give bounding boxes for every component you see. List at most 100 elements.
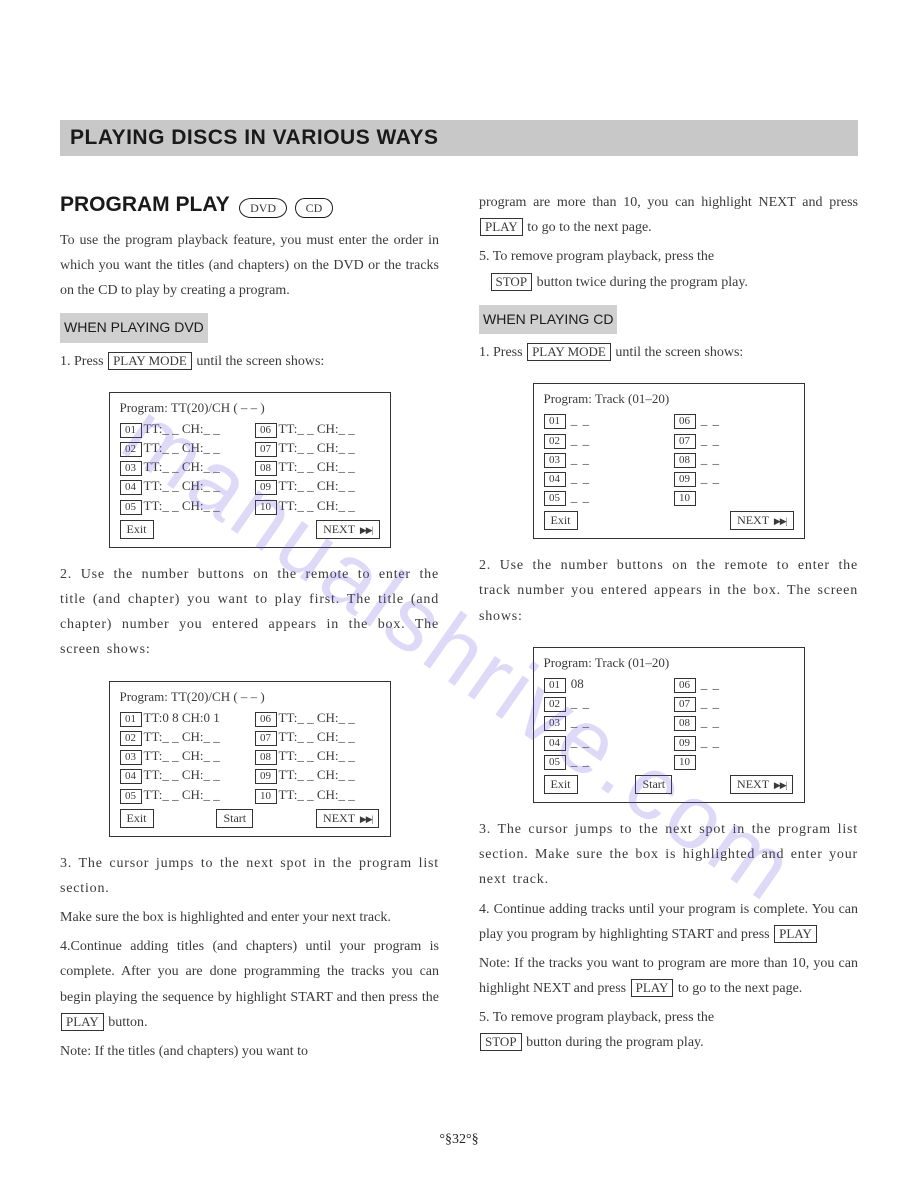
play-key: PLAY	[480, 218, 523, 236]
step-3b-dvd: Make sure the box is highlighted and ent…	[60, 905, 439, 930]
cell: 09	[674, 736, 696, 751]
sub-heading-cd: WHEN PLAYING CD	[479, 305, 617, 334]
stop-key: STOP	[480, 1033, 522, 1051]
cell: 07	[255, 442, 277, 457]
cell: 08	[255, 750, 277, 765]
cd-screen-2: Program: Track (01–20) 01 08 02 _ _ 03 _…	[533, 647, 805, 803]
cell-text: TT:_ _ CH:_ _	[279, 421, 355, 436]
section-heading-row: PROGRAM PLAY DVD CD	[60, 186, 439, 224]
dash: _ _	[571, 470, 590, 485]
dash: _ _	[571, 695, 590, 710]
cell: 01	[544, 414, 566, 429]
cell-text: TT:_ _ CH:_ _	[279, 498, 355, 513]
section-title: PROGRAM PLAY	[60, 186, 230, 224]
cell: 10	[255, 789, 277, 804]
cell: 02	[120, 442, 142, 457]
cd-screen-1: Program: Track (01–20) 01 _ _ 02 _ _ 03 …	[533, 383, 805, 539]
cell: 05	[544, 491, 566, 506]
stop-key: STOP	[491, 273, 533, 291]
cell-text: TT:_ _ CH:_ _	[279, 459, 355, 474]
cell-text: TT:_ _ CH:_ _	[279, 787, 355, 802]
dash: _ _	[701, 734, 720, 749]
next-button: NEXT	[730, 511, 793, 530]
dvd-screen-1: Program: TT(20)/CH ( – – ) 01TT:_ _ CH:_…	[109, 392, 391, 548]
cell: 03	[120, 461, 142, 476]
left-column: PROGRAM PLAY DVD CD To use the program p…	[60, 186, 439, 1068]
dash: _ _	[701, 695, 720, 710]
cell: 08	[674, 716, 696, 731]
cell-text: TT:_ _ CH:_ _	[144, 459, 220, 474]
page-footer: °§32°§	[0, 1132, 918, 1148]
dash: _ _	[701, 676, 720, 691]
cell-text: TT:_ _ CH:_ _	[279, 710, 355, 725]
dash: _ _	[701, 412, 720, 427]
cell: 07	[674, 434, 696, 449]
cont-1: program are more than 10, you can highli…	[479, 190, 858, 240]
cell: 05	[544, 755, 566, 770]
cont1a: program are more than 10, you can highli…	[479, 195, 858, 210]
play-key: PLAY	[61, 1013, 104, 1031]
play-key: PLAY	[774, 925, 817, 943]
cell: 02	[544, 434, 566, 449]
cd-badge: CD	[295, 198, 334, 218]
dash: _ _	[701, 714, 720, 729]
cell: 09	[255, 769, 277, 784]
dash: _ _	[701, 451, 720, 466]
step-3-cd: 3. The cursor jumps to the next spot in …	[479, 817, 858, 893]
step-1-dvd: 1. Press PLAY MODE until the screen show…	[60, 349, 439, 374]
step4b: to go to the next page.	[678, 981, 802, 996]
dash: _ _	[701, 432, 720, 447]
cell-text: TT:_ _ CH:_ _	[279, 440, 355, 455]
step1-text-a: 1. Press	[60, 354, 104, 369]
cont1b: to go to the next page.	[527, 220, 651, 235]
dash: _ _	[571, 412, 590, 427]
step-4-note-cd: Note: If the tracks you want to program …	[479, 951, 858, 1001]
cell: 04	[544, 736, 566, 751]
screen2-header: Program: TT(20)/CH ( – – )	[120, 688, 380, 706]
cell-text: TT:_ _ CH:_ _	[144, 729, 220, 744]
next-button: NEXT	[316, 809, 379, 828]
exit-button: Exit	[544, 511, 578, 530]
note-dvd: Note: If the titles (and chapters) you w…	[60, 1039, 439, 1064]
step-4-dvd: 4.Continue adding titles (and chapters) …	[60, 934, 439, 1035]
dash: _ _	[571, 753, 590, 768]
step-2-cd: 2. Use the number buttons on the remote …	[479, 553, 858, 629]
step-4-cd: 4. Continue adding tracks until your pro…	[479, 897, 858, 947]
dash: _ _	[571, 432, 590, 447]
cell: 07	[255, 731, 277, 746]
cell: 09	[255, 480, 277, 495]
cell: 07	[674, 697, 696, 712]
cd-screen1-header: Program: Track (01–20)	[544, 390, 794, 408]
exit-button: Exit	[544, 775, 578, 794]
step1b: until the screen shows:	[615, 345, 743, 360]
step5c: button during the program play.	[526, 1035, 704, 1050]
cell: 01	[120, 423, 142, 438]
page-content: PLAYING DISCS IN VARIOUS WAYS PROGRAM PL…	[0, 0, 918, 1108]
cell-text: TT:_ _ CH:_ _	[144, 478, 220, 493]
cell: 04	[120, 769, 142, 784]
cell-text: TT:_ _ CH:_ _	[279, 767, 355, 782]
cell: 02	[544, 697, 566, 712]
cell-text: TT:_ _ CH:_ _	[144, 421, 220, 436]
dash: _ _	[571, 489, 590, 504]
cell-text: TT:_ _ CH:_ _	[144, 748, 220, 763]
start-button: Start	[635, 775, 672, 794]
cell: 05	[120, 789, 142, 804]
cell-text: TT:_ _ CH:_ _	[144, 767, 220, 782]
exit-button: Exit	[120, 809, 154, 828]
step-2-dvd: 2. Use the number buttons on the remote …	[60, 562, 439, 663]
cell-text: TT:_ _ CH:_ _	[279, 478, 355, 493]
cell-text: TT:_ _ CH:_ _	[279, 729, 355, 744]
page-title-bar: PLAYING DISCS IN VARIOUS WAYS	[60, 120, 858, 156]
cell: 06	[255, 712, 277, 727]
cell: 09	[674, 472, 696, 487]
sub-heading-dvd: WHEN PLAYING DVD	[60, 313, 208, 342]
start-button: Start	[216, 809, 253, 828]
cell: 06	[674, 414, 696, 429]
cell: 02	[120, 731, 142, 746]
cell-text: TT:_ _ CH:_ _	[144, 498, 220, 513]
dash: _ _	[571, 734, 590, 749]
cell: 05	[120, 500, 142, 515]
cell: 10	[255, 500, 277, 515]
dvd-badge: DVD	[239, 198, 287, 218]
